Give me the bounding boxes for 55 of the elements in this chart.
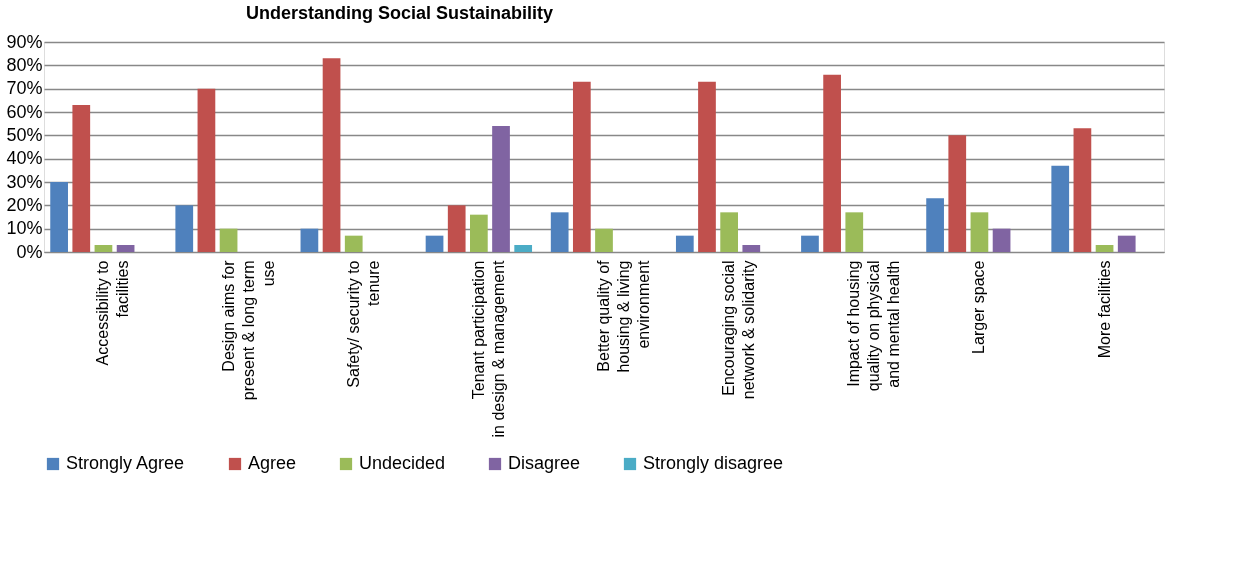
bar — [1117, 235, 1136, 252]
bar — [300, 228, 319, 252]
bar — [322, 58, 341, 252]
y-tick-label: 80% — [6, 54, 43, 75]
chart-title: Understanding Social Sustainability — [245, 3, 554, 23]
bar — [470, 214, 488, 252]
bar — [492, 126, 510, 252]
bar — [675, 235, 694, 252]
bar — [514, 245, 533, 252]
legend-label: Disagree — [508, 453, 581, 473]
x-tick-label: Larger space — [970, 260, 988, 354]
x-tick-label: Safety/ security to tenure — [344, 260, 382, 388]
legend-label: Undecided — [359, 453, 446, 473]
y-tick-label: 0% — [16, 241, 43, 262]
bar — [742, 245, 761, 252]
x-tick-label: Accessibility to facilities — [94, 260, 132, 366]
bar — [94, 245, 113, 252]
bar — [970, 212, 989, 252]
x-tick-label: Better quality of housing & living environment — [595, 259, 652, 373]
bar — [948, 135, 967, 252]
bar — [926, 198, 944, 252]
bar — [595, 228, 613, 252]
bar — [197, 88, 216, 252]
bar — [1051, 165, 1070, 252]
bar — [1095, 245, 1114, 252]
y-tick-label: 90% — [6, 31, 43, 52]
bar — [720, 212, 738, 252]
bar — [823, 74, 841, 252]
y-tick-label: 70% — [6, 78, 43, 99]
x-tick-label: Design aims for present & long term use — [219, 259, 277, 401]
bar — [550, 212, 569, 252]
legend-label: Strongly disagree — [643, 453, 784, 473]
bar — [425, 235, 444, 252]
bar — [72, 105, 91, 252]
y-tick-label: 20% — [6, 194, 43, 215]
y-tick-label: 30% — [6, 171, 43, 192]
bar — [116, 245, 135, 252]
bar — [1073, 128, 1092, 252]
bar — [344, 235, 363, 252]
y-tick-label: 40% — [6, 148, 43, 169]
bar — [50, 182, 68, 252]
bar — [801, 235, 819, 252]
x-tick-label: More facilities — [1095, 260, 1113, 359]
bar — [992, 228, 1011, 252]
bar — [175, 205, 194, 252]
bar — [845, 212, 864, 252]
y-tick-label: 50% — [6, 124, 43, 145]
bar — [219, 228, 238, 252]
legend-label: Strongly Agree — [66, 453, 185, 473]
bar — [572, 81, 591, 252]
bar — [447, 205, 466, 252]
y-tick-label: 60% — [6, 101, 43, 122]
legend-label: Agree — [248, 453, 297, 473]
bar — [698, 81, 716, 252]
y-tick-label: 10% — [6, 218, 43, 239]
